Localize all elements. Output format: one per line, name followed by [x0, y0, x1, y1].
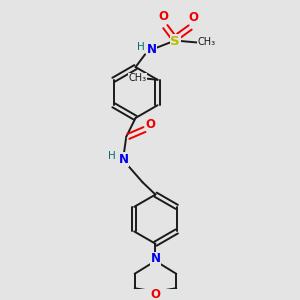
Text: H: H	[108, 151, 116, 161]
Text: O: O	[158, 10, 168, 23]
Text: N: N	[146, 43, 156, 56]
Text: H: H	[136, 42, 144, 52]
Text: S: S	[170, 34, 180, 48]
Text: N: N	[151, 252, 160, 265]
Text: CH₃: CH₃	[128, 73, 146, 83]
Text: O: O	[145, 118, 155, 131]
Text: O: O	[188, 11, 198, 24]
Text: N: N	[119, 153, 129, 166]
Text: CH₃: CH₃	[198, 38, 216, 47]
Text: O: O	[151, 288, 160, 300]
